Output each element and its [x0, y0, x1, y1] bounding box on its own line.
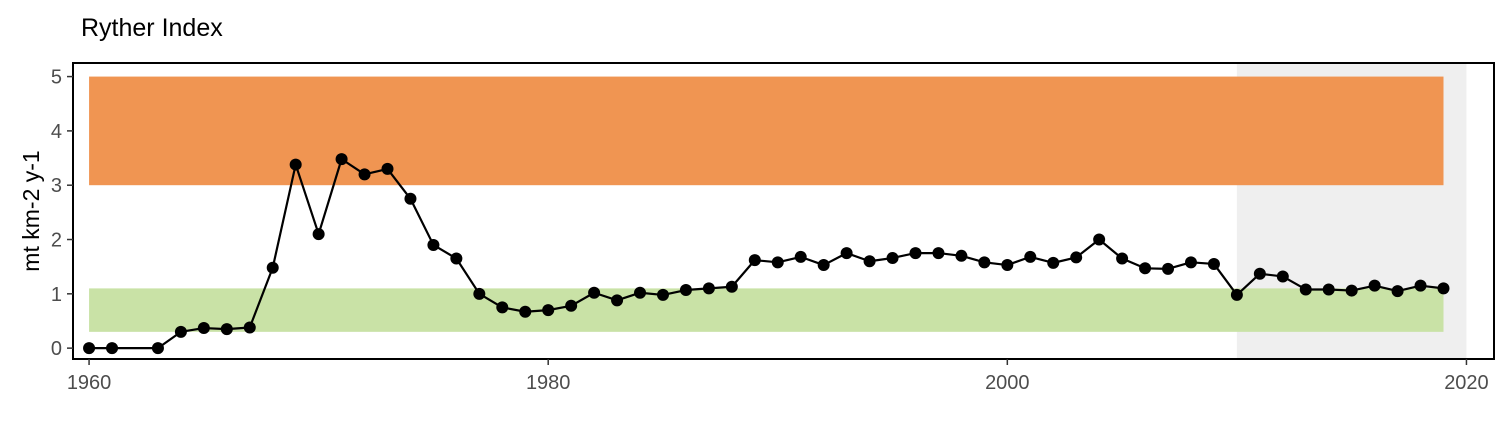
- data-point: [1184, 256, 1197, 269]
- data-point: [634, 286, 647, 299]
- band-upper: [89, 76, 1444, 186]
- data-point: [220, 323, 233, 336]
- data-point: [588, 286, 601, 299]
- data-point: [1024, 250, 1037, 263]
- band-layer: [89, 76, 1444, 332]
- data-point: [1345, 284, 1358, 297]
- x-axis: 1960 1980 2000 2020: [67, 359, 1489, 394]
- data-point: [1391, 285, 1404, 298]
- data-point: [1437, 282, 1450, 295]
- data-point: [473, 287, 486, 300]
- data-point: [1093, 233, 1106, 246]
- plot-panel-border: [72, 62, 1495, 360]
- data-point: [863, 255, 876, 268]
- data-point: [381, 162, 394, 175]
- data-point: [909, 247, 922, 260]
- data-point: [1368, 279, 1381, 292]
- y-tick-label: 3: [51, 175, 62, 197]
- data-point: [1116, 252, 1129, 265]
- data-point: [1047, 256, 1060, 269]
- data-point: [335, 153, 348, 166]
- y-tick-label: 1: [51, 284, 62, 306]
- data-point: [1276, 270, 1289, 283]
- y-axis-title: mt km-2 y-1: [18, 150, 44, 271]
- x-tick-label: 2000: [985, 372, 1030, 394]
- data-point: [725, 280, 738, 293]
- data-point: [1230, 288, 1243, 301]
- data-point: [542, 304, 555, 317]
- data-point: [932, 247, 945, 260]
- data-point: [1207, 257, 1220, 270]
- data-point: [565, 299, 578, 312]
- data-point: [197, 322, 210, 335]
- data-point: [1001, 259, 1014, 272]
- data-point: [266, 261, 279, 274]
- x-tick-label: 1960: [67, 372, 112, 394]
- data-point: [794, 250, 807, 263]
- y-tick-label: 0: [51, 338, 62, 360]
- y-tick-label: 4: [51, 121, 62, 143]
- data-point: [1253, 267, 1266, 280]
- data-point: [312, 228, 325, 241]
- data-point: [1070, 251, 1083, 264]
- data-point: [955, 249, 968, 262]
- data-point: [702, 282, 715, 295]
- series-point-layer: [83, 153, 1450, 355]
- y-tick-label: 2: [51, 230, 62, 252]
- data-point: [427, 238, 440, 251]
- data-point: [771, 256, 784, 269]
- data-point: [1139, 262, 1152, 275]
- data-point: [358, 168, 371, 181]
- x-tick-label: 1980: [526, 372, 571, 394]
- data-point: [106, 342, 119, 355]
- data-point: [748, 254, 761, 267]
- chart-title: Ryther Index: [81, 14, 223, 42]
- data-point: [83, 342, 96, 355]
- data-point: [840, 247, 853, 260]
- data-point: [1322, 283, 1335, 296]
- x-tick-label: 2020: [1444, 372, 1489, 394]
- data-point: [978, 256, 991, 269]
- data-point: [404, 192, 417, 205]
- data-point: [1414, 279, 1427, 292]
- data-point: [243, 321, 256, 334]
- data-point: [289, 158, 302, 171]
- data-point: [611, 294, 624, 307]
- data-point: [1299, 283, 1312, 296]
- y-axis: 0 1 2 3 4 5: [51, 67, 73, 360]
- y-tick-label: 5: [51, 67, 62, 89]
- data-point: [886, 251, 899, 264]
- band-lower: [89, 288, 1444, 332]
- data-point: [817, 259, 830, 272]
- data-point: [1162, 262, 1175, 275]
- data-point: [174, 325, 187, 338]
- data-point: [679, 284, 692, 297]
- data-point: [151, 342, 164, 355]
- data-point: [496, 301, 509, 314]
- data-point: [656, 288, 669, 301]
- data-point: [519, 305, 532, 318]
- data-point: [450, 252, 463, 265]
